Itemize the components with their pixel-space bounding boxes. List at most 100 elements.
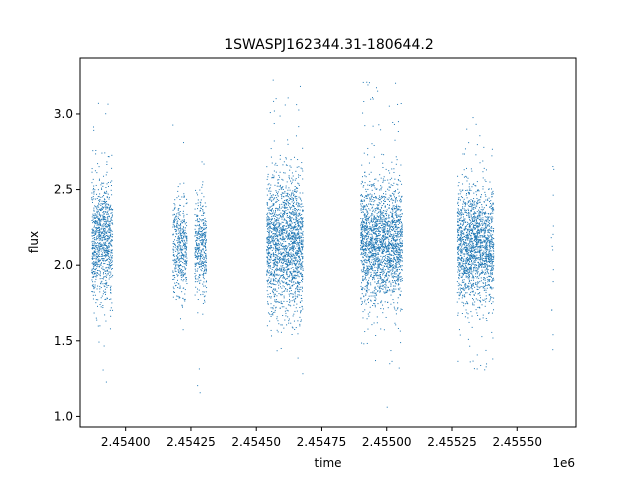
data-point <box>270 315 272 317</box>
data-point <box>280 193 282 195</box>
data-point <box>393 272 395 274</box>
data-point <box>110 189 112 191</box>
data-point <box>368 194 370 196</box>
data-point <box>285 203 287 205</box>
data-point <box>400 221 402 223</box>
data-point <box>195 189 197 191</box>
data-point <box>362 238 364 240</box>
data-point <box>393 235 395 237</box>
data-point <box>96 236 98 238</box>
data-point <box>94 243 96 245</box>
data-point <box>205 281 207 283</box>
data-point <box>289 263 291 265</box>
data-point <box>394 257 396 259</box>
data-point <box>93 237 95 239</box>
data-point <box>200 234 202 236</box>
data-point <box>201 161 203 163</box>
data-point <box>270 274 272 276</box>
data-point <box>198 276 200 278</box>
data-point <box>104 243 106 245</box>
data-point <box>199 263 201 265</box>
data-point <box>104 235 106 237</box>
data-point <box>199 392 201 394</box>
data-point <box>383 280 385 282</box>
data-point <box>375 298 377 300</box>
data-point <box>387 246 389 248</box>
data-point <box>267 176 269 178</box>
data-point <box>91 171 93 173</box>
data-point <box>388 268 390 270</box>
data-point <box>202 262 204 264</box>
data-point <box>365 253 367 255</box>
data-point <box>284 207 286 209</box>
data-point <box>372 269 374 271</box>
data-point <box>196 243 198 245</box>
data-point <box>198 263 200 265</box>
data-point <box>203 163 205 165</box>
data-point <box>184 274 186 276</box>
data-point <box>300 242 302 244</box>
data-point <box>384 247 386 249</box>
data-point <box>273 197 275 199</box>
data-point <box>295 239 297 241</box>
data-point <box>389 194 391 196</box>
data-point <box>194 235 196 237</box>
data-point <box>377 261 379 263</box>
data-point <box>270 184 272 186</box>
data-point <box>365 228 367 230</box>
data-point <box>275 247 277 249</box>
data-point <box>371 143 373 145</box>
data-point <box>382 219 384 221</box>
data-point <box>271 311 273 313</box>
data-point <box>274 309 276 311</box>
data-point <box>281 216 283 218</box>
data-point <box>381 282 383 284</box>
data-point <box>365 194 367 196</box>
data-point <box>269 213 271 215</box>
data-point <box>395 259 397 261</box>
data-point <box>290 166 292 168</box>
data-point <box>175 231 177 233</box>
data-point <box>294 238 296 240</box>
data-point <box>101 240 103 242</box>
data-point <box>294 252 296 254</box>
data-point <box>392 236 393 238</box>
data-point <box>375 242 377 244</box>
data-point <box>93 234 95 236</box>
data-point <box>294 310 296 312</box>
data-point <box>268 251 270 253</box>
data-point <box>182 262 184 264</box>
data-point <box>391 268 393 270</box>
data-point <box>364 222 366 224</box>
data-point <box>176 295 178 297</box>
data-point <box>266 203 268 205</box>
data-point <box>285 259 287 261</box>
data-point <box>283 225 285 227</box>
data-point <box>288 268 290 270</box>
data-point <box>377 280 379 282</box>
data-point <box>111 268 112 270</box>
data-point <box>392 288 394 290</box>
data-point <box>95 220 97 222</box>
data-point <box>112 274 114 276</box>
data-point <box>282 258 284 260</box>
data-point <box>270 314 272 316</box>
data-point <box>111 180 113 182</box>
data-point <box>364 309 366 311</box>
data-point <box>385 236 387 238</box>
data-point <box>276 234 278 236</box>
data-point <box>381 197 383 199</box>
data-point <box>380 210 382 212</box>
data-point <box>379 220 381 222</box>
data-point <box>291 222 293 224</box>
data-point <box>366 238 368 240</box>
data-point <box>97 195 99 197</box>
data-point <box>204 266 206 268</box>
data-point <box>201 254 203 256</box>
data-point <box>270 190 272 192</box>
data-point <box>292 255 294 257</box>
data-point <box>299 325 301 327</box>
data-point <box>180 237 182 239</box>
data-point <box>282 271 284 273</box>
data-point <box>110 219 112 221</box>
